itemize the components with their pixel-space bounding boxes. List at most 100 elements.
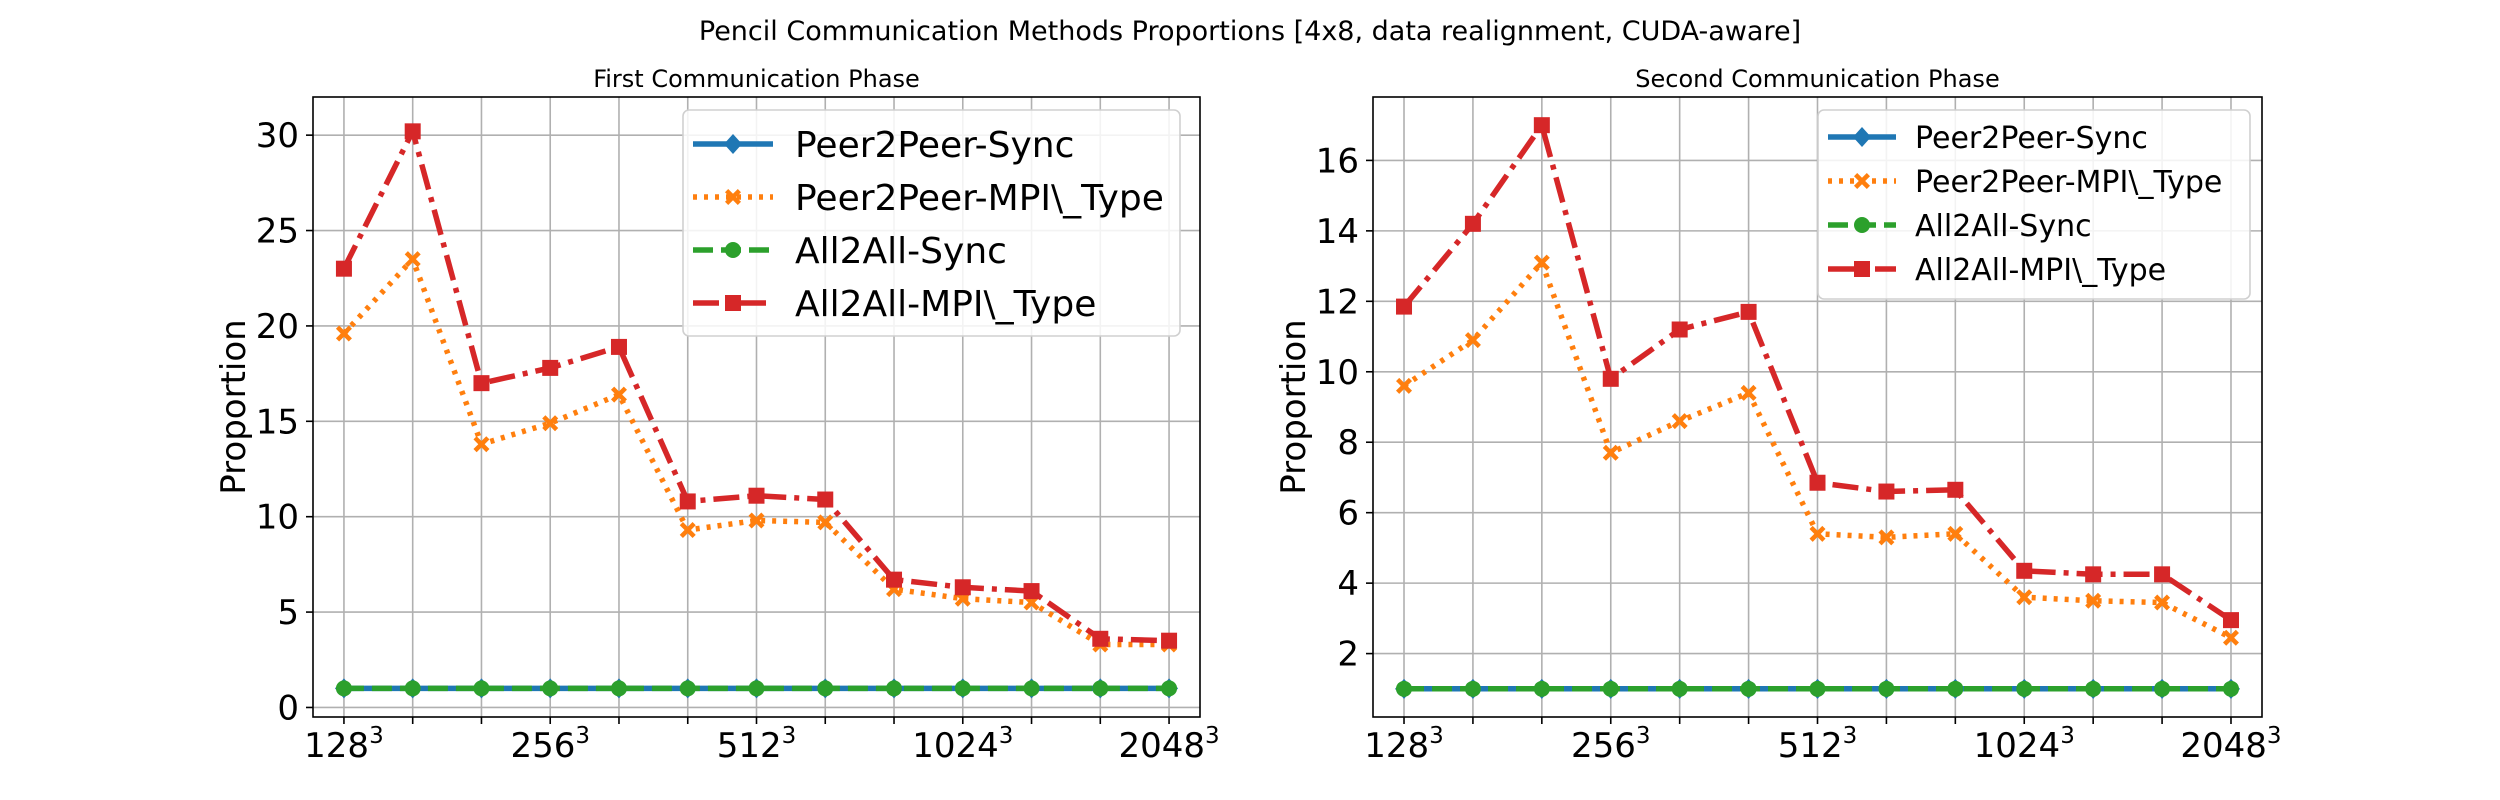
data-point xyxy=(1464,680,1481,697)
y-tick-label: 0 xyxy=(277,688,299,728)
legend-item-all2all-sync: All2All-Sync xyxy=(693,231,1007,272)
y-axis-label: Proportion xyxy=(1274,319,1314,494)
data-point xyxy=(2154,594,2171,611)
data-point xyxy=(610,680,627,697)
data-point xyxy=(2154,566,2171,583)
data-point xyxy=(2016,589,2033,606)
data-point xyxy=(1396,377,1413,394)
y-tick-label: 15 xyxy=(256,402,299,442)
data-point xyxy=(610,338,627,355)
data-point xyxy=(1602,680,1619,697)
data-point xyxy=(2222,612,2239,629)
legend-item-peer2peer-mpi-type: Peer2Peer-MPI\_Type xyxy=(693,178,1164,219)
panel-title: First Communication Phase xyxy=(593,65,920,93)
x-tick-label: 20483 xyxy=(2180,723,2281,766)
data-point xyxy=(2222,629,2239,646)
data-point xyxy=(2154,680,2171,697)
data-point xyxy=(335,325,352,342)
data-point xyxy=(2222,680,2239,697)
data-point xyxy=(1396,298,1413,315)
panel-title: Second Communication Phase xyxy=(1635,65,1999,93)
x-tick-label: 2563 xyxy=(510,723,590,766)
legend: Peer2Peer-Sync Peer2Peer-MPI\_Type All2All… xyxy=(1817,109,2251,300)
data-point xyxy=(1602,444,1619,461)
legend-item-all2all-mpi-type: All2All-MPI\_Type xyxy=(1828,253,2166,288)
data-point xyxy=(817,514,834,531)
y-tick-label: 10 xyxy=(1316,353,1359,393)
data-point xyxy=(1092,680,1109,697)
y-tick-label: 30 xyxy=(256,116,299,156)
legend-item-all2all-mpi-type: All2All-MPI\_Type xyxy=(693,284,1096,325)
data-point xyxy=(335,680,352,697)
y-tick-label: 6 xyxy=(1337,494,1359,534)
data-point xyxy=(1947,680,1964,697)
legend-marker xyxy=(1853,127,1871,147)
data-point xyxy=(1396,680,1413,697)
data-point xyxy=(2085,680,2102,697)
chart-panel-1: 1283 2563 5123 10243 20483 0 5 10 15 20 25 30 First … xyxy=(214,65,1220,766)
data-point xyxy=(748,680,765,697)
y-tick-label: 10 xyxy=(256,498,299,538)
data-point xyxy=(1947,525,1964,542)
series-peer2peer-mpi-type xyxy=(1396,254,2239,646)
data-point xyxy=(1533,254,1550,271)
data-point xyxy=(1023,680,1040,697)
legend-marker xyxy=(1854,173,1870,189)
y-axis-label: Proportion xyxy=(214,319,254,494)
data-point xyxy=(817,680,834,697)
legend-item-peer2peer-mpi-type: Peer2Peer-MPI\_Type xyxy=(1828,165,2222,200)
data-point xyxy=(748,512,765,529)
legend-label: Peer2Peer-Sync xyxy=(795,125,1074,166)
data-point xyxy=(886,571,903,588)
data-point xyxy=(748,487,765,504)
data-point xyxy=(1464,332,1481,349)
legend-marker xyxy=(724,134,742,154)
data-point xyxy=(1533,680,1550,697)
y-tick-label: 4 xyxy=(1337,564,1359,604)
data-point xyxy=(1161,632,1178,649)
data-point xyxy=(1878,529,1895,546)
series-all2all-sync xyxy=(335,680,1178,697)
data-point xyxy=(817,491,834,508)
y-tick-label: 14 xyxy=(1316,212,1359,252)
data-point xyxy=(404,123,421,140)
data-point xyxy=(1878,680,1895,697)
legend-label: All2All-MPI\_Type xyxy=(795,284,1096,325)
legend-label: All2All-Sync xyxy=(795,231,1007,272)
y-tick-label: 20 xyxy=(256,307,299,347)
data-point xyxy=(954,579,971,596)
data-point xyxy=(1602,370,1619,387)
data-point xyxy=(404,251,421,268)
x-tick-label: 10243 xyxy=(912,723,1013,766)
series-all2all-mpi-type xyxy=(1396,117,2239,629)
y-tick-label: 25 xyxy=(256,212,299,252)
legend-box xyxy=(1817,109,2251,300)
legend-label: All2All-Sync xyxy=(1915,209,2092,244)
x-tick-label: 1283 xyxy=(304,723,384,766)
panels: 1283 2563 5123 10243 20483 0 5 10 15 20 25 30 First … xyxy=(214,65,2282,766)
data-point xyxy=(1161,680,1178,697)
data-point xyxy=(1878,483,1895,500)
data-point xyxy=(542,680,559,697)
data-point xyxy=(679,493,696,510)
data-point xyxy=(1671,680,1688,697)
legend-marker xyxy=(725,295,741,311)
legend-marker xyxy=(725,242,741,258)
x-tick-label: 5123 xyxy=(1778,723,1858,766)
data-point xyxy=(1740,680,1757,697)
y-tick-label: 12 xyxy=(1316,282,1359,322)
data-point xyxy=(1740,303,1757,320)
x-tick-label: 20483 xyxy=(1118,723,1219,766)
data-point xyxy=(473,680,490,697)
legend-label: Peer2Peer-MPI\_Type xyxy=(795,178,1164,219)
data-point xyxy=(886,680,903,697)
data-point xyxy=(2016,562,2033,579)
y-tick-label: 8 xyxy=(1337,423,1359,463)
legend-marker xyxy=(1854,261,1870,277)
data-point xyxy=(1092,630,1109,647)
data-point xyxy=(1671,413,1688,430)
data-point xyxy=(1809,680,1826,697)
x-tick-label: 2563 xyxy=(1571,723,1651,766)
series-all2all-sync xyxy=(1396,680,2239,697)
chart-panel-2: 1283 2563 5123 10243 20483 2 4 6 8 10 12 14 16 Second… xyxy=(1274,65,2282,766)
